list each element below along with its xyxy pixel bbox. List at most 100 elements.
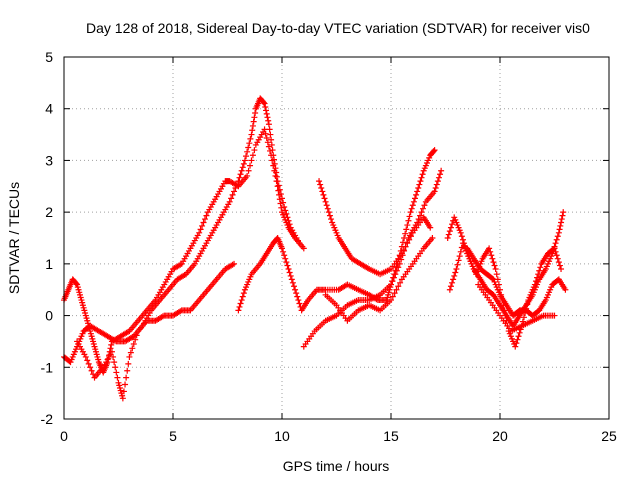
data-point — [407, 233, 414, 240]
data-point — [236, 174, 243, 181]
data-point — [325, 209, 332, 216]
data-point — [264, 139, 271, 146]
series-track-j — [464, 245, 569, 319]
data-point — [531, 281, 538, 288]
y-axis-label: SDTVAR / TECUs — [6, 182, 22, 294]
data-point — [124, 367, 131, 374]
data-point — [417, 212, 424, 219]
data-point — [87, 364, 94, 371]
data-point — [268, 141, 275, 148]
data-point — [402, 230, 409, 237]
data-point — [110, 353, 117, 360]
data-point — [515, 333, 522, 340]
data-point — [123, 374, 130, 381]
data-point — [199, 222, 206, 229]
data-point — [438, 167, 445, 174]
data-point — [265, 121, 272, 128]
y-tick-label: 5 — [45, 49, 53, 65]
data-point — [73, 280, 80, 287]
data-point — [238, 297, 245, 304]
data-point — [492, 266, 499, 273]
data-point — [84, 357, 91, 364]
data-point — [516, 329, 523, 336]
data-point — [246, 140, 253, 147]
data-point — [537, 264, 544, 271]
data-point — [119, 395, 126, 402]
data-point — [489, 275, 496, 282]
data-point — [296, 300, 303, 307]
data-point — [289, 279, 296, 286]
data-point — [132, 336, 139, 343]
data-point — [398, 250, 405, 257]
data-point — [457, 248, 464, 255]
data-point — [108, 341, 115, 348]
data-point — [404, 222, 411, 229]
data-point — [404, 240, 411, 247]
data-point — [125, 360, 132, 367]
data-point — [554, 233, 561, 240]
data-point — [277, 191, 284, 198]
data-point — [452, 269, 459, 276]
data-point — [261, 100, 268, 107]
data-point — [456, 253, 463, 260]
data-point — [133, 332, 140, 339]
data-point — [532, 278, 539, 285]
data-point — [263, 135, 270, 142]
data-point — [111, 359, 118, 366]
data-point — [283, 259, 290, 266]
y-tick-label: -2 — [41, 411, 54, 427]
data-point — [419, 171, 426, 178]
data-point — [328, 216, 335, 223]
data-point — [290, 283, 297, 290]
data-point — [262, 103, 269, 110]
data-point — [447, 283, 454, 290]
y-tick-label: 2 — [45, 204, 53, 220]
data-point — [231, 188, 238, 195]
data-point — [434, 178, 441, 185]
data-point — [558, 266, 565, 273]
data-point — [555, 229, 562, 236]
data-point — [293, 290, 300, 297]
data-point — [261, 126, 268, 133]
data-point — [501, 307, 508, 314]
data-point — [490, 259, 497, 266]
series-track-c — [74, 260, 238, 402]
data-point — [554, 255, 561, 262]
data-point — [431, 188, 438, 195]
data-point — [417, 178, 424, 185]
data-point — [450, 276, 457, 283]
data-point — [446, 286, 453, 293]
data-point — [318, 185, 325, 192]
data-point — [197, 226, 204, 233]
data-point — [268, 136, 275, 143]
data-point — [556, 226, 563, 233]
data-point — [435, 174, 442, 181]
data-point — [555, 259, 562, 266]
data-point — [120, 388, 127, 395]
y-tick-label: 3 — [45, 152, 53, 168]
data-point — [276, 186, 283, 193]
data-point — [287, 272, 294, 279]
data-point — [232, 185, 239, 192]
data-point — [285, 217, 292, 224]
data-point — [267, 131, 274, 138]
data-point — [415, 185, 422, 192]
series-track-f — [316, 178, 434, 278]
data-point — [447, 224, 454, 231]
data-point — [278, 204, 285, 211]
data-point — [108, 348, 115, 355]
data-point — [390, 274, 397, 281]
data-point — [296, 240, 303, 247]
data-point — [269, 147, 276, 154]
data-point — [272, 172, 279, 179]
data-point — [274, 178, 281, 185]
data-point — [558, 216, 565, 223]
data-point — [323, 202, 330, 209]
data-point — [200, 219, 207, 226]
data-point — [403, 226, 410, 233]
data-point — [82, 353, 89, 360]
data-point — [536, 267, 543, 274]
data-point — [432, 185, 439, 192]
data-point — [430, 147, 437, 154]
